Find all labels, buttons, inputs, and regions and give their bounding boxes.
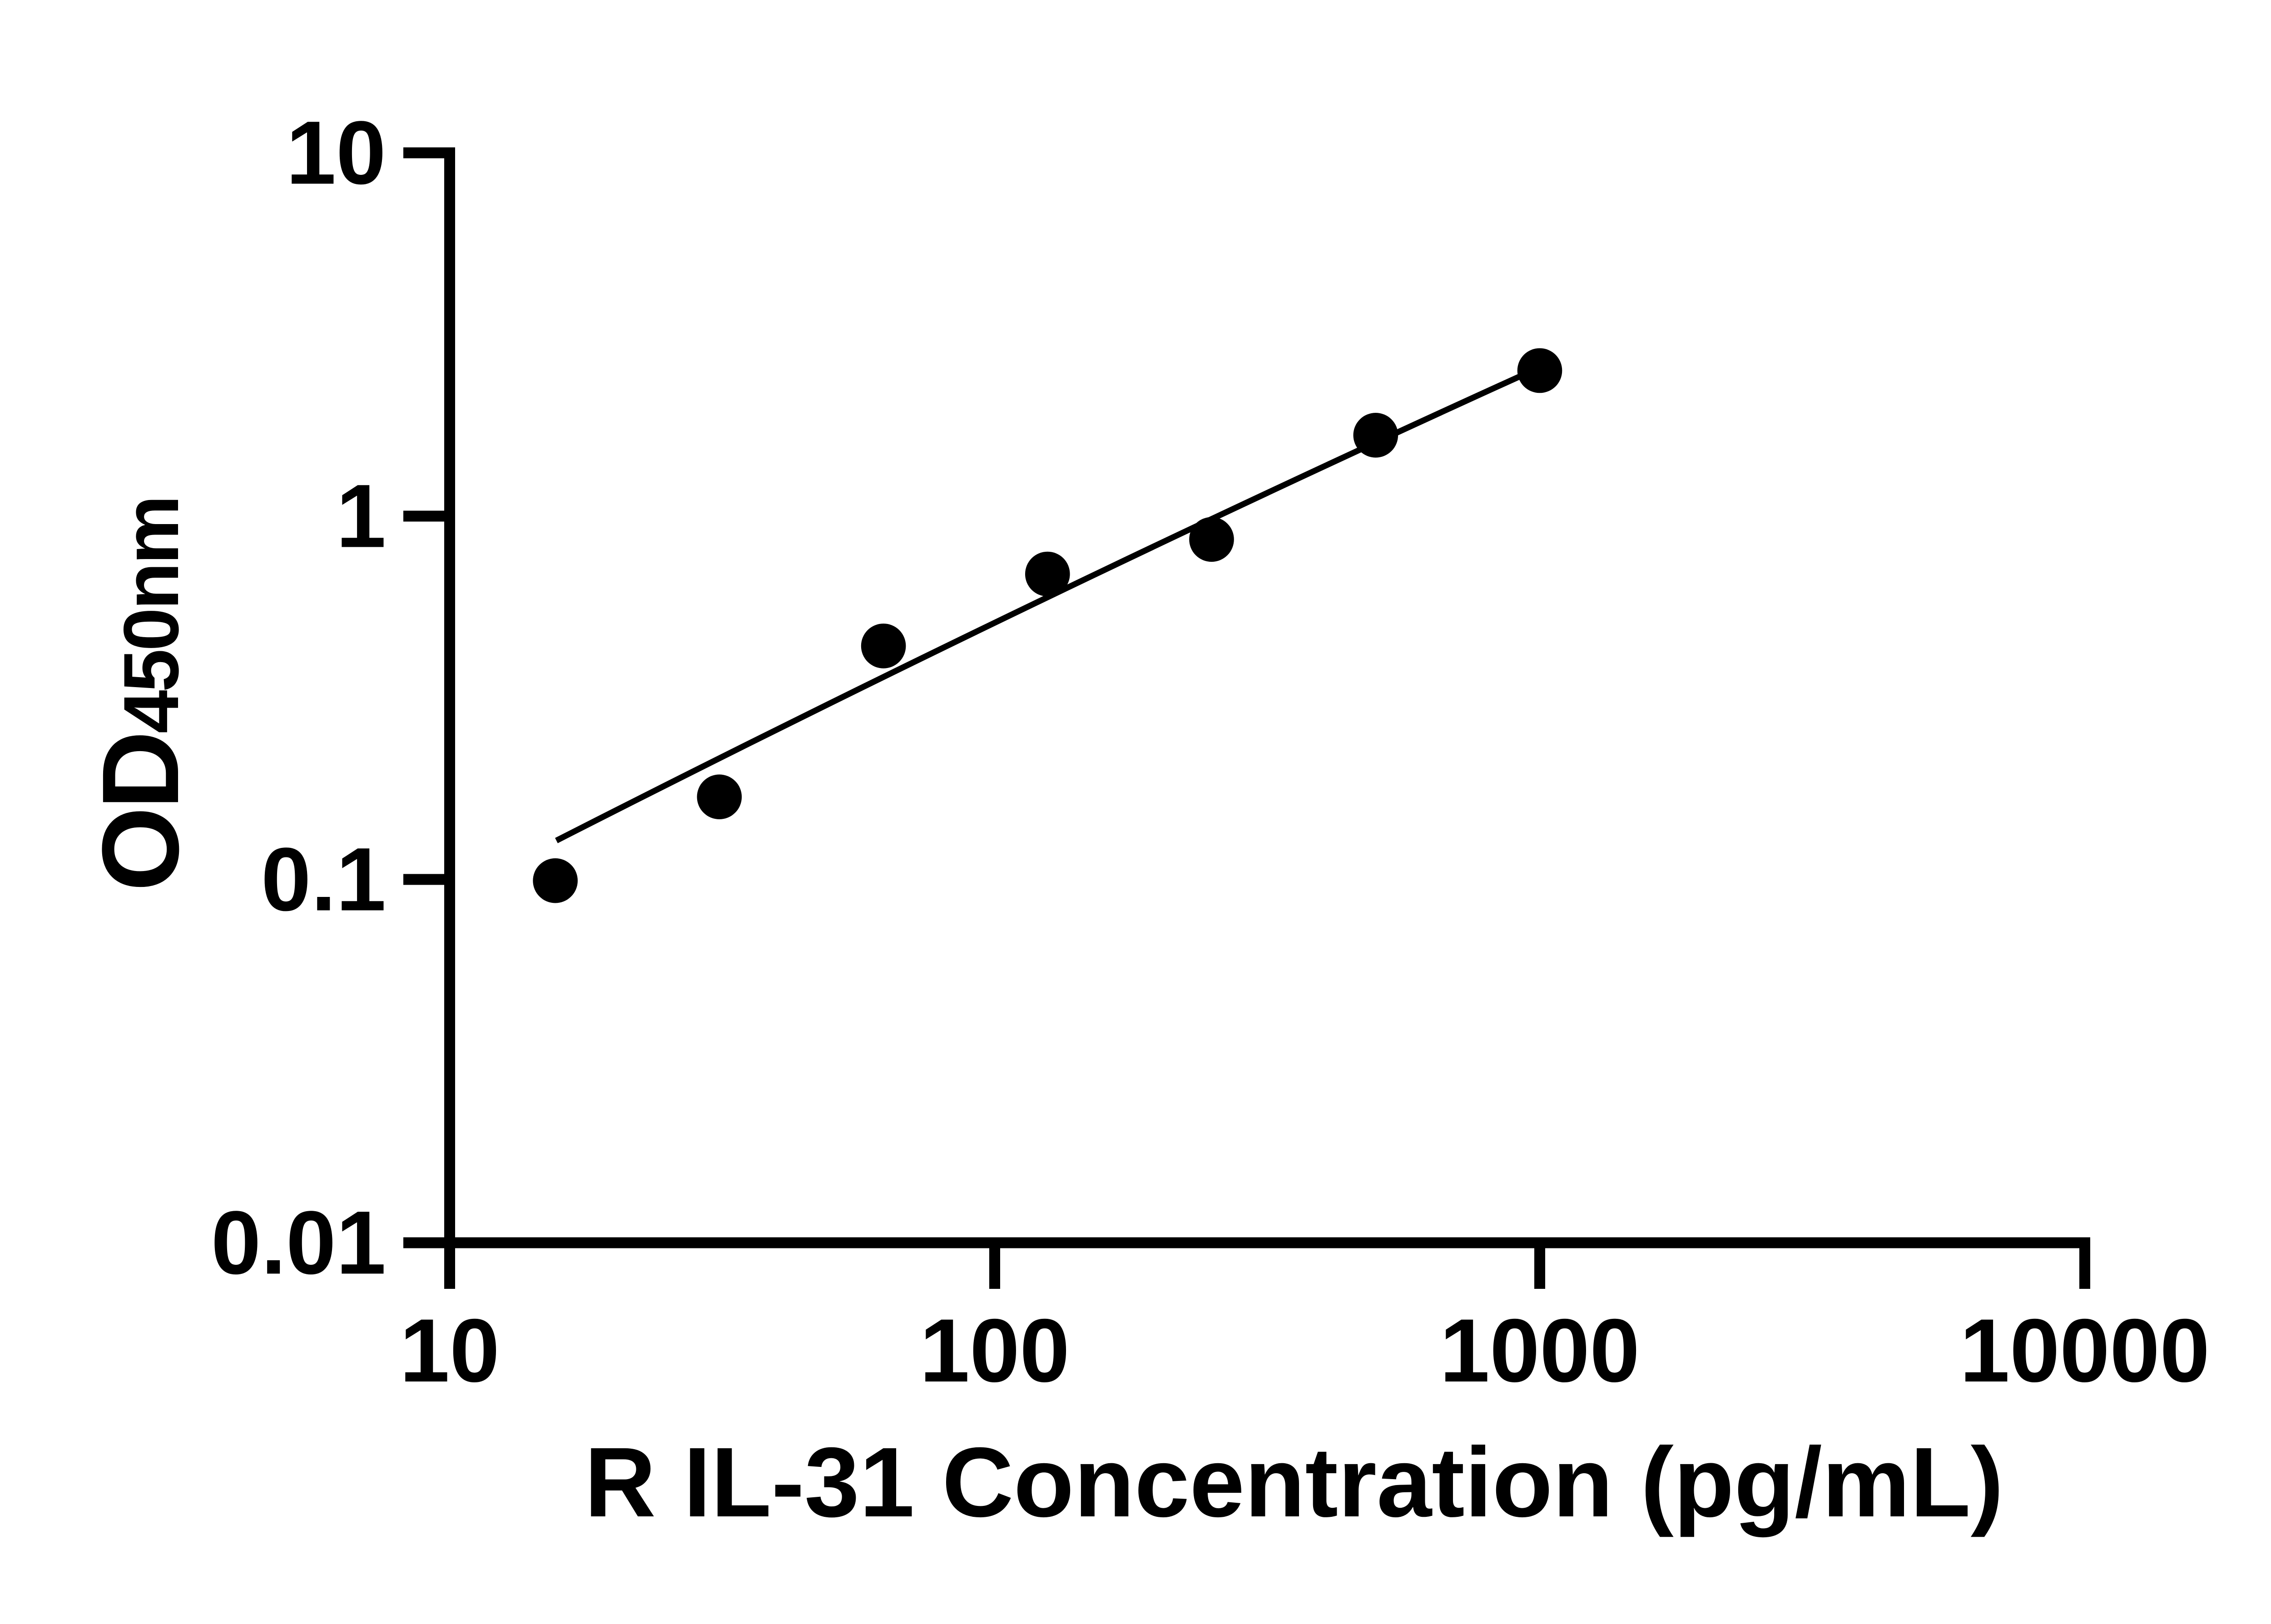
- svg-text:10000: 10000: [1960, 1300, 2210, 1401]
- svg-text:OD450nm: OD450nm: [79, 497, 201, 891]
- svg-text:R IL-31 Concentration (pg/mL): R IL-31 Concentration (pg/mL): [585, 1427, 2004, 1538]
- svg-text:10: 10: [400, 1300, 500, 1401]
- svg-text:1000: 1000: [1440, 1300, 1640, 1401]
- svg-text:100: 100: [920, 1300, 1070, 1401]
- svg-text:10: 10: [286, 103, 386, 203]
- svg-text:0.01: 0.01: [211, 1193, 386, 1293]
- svg-text:0.1: 0.1: [261, 829, 386, 930]
- svg-text:1: 1: [336, 466, 386, 566]
